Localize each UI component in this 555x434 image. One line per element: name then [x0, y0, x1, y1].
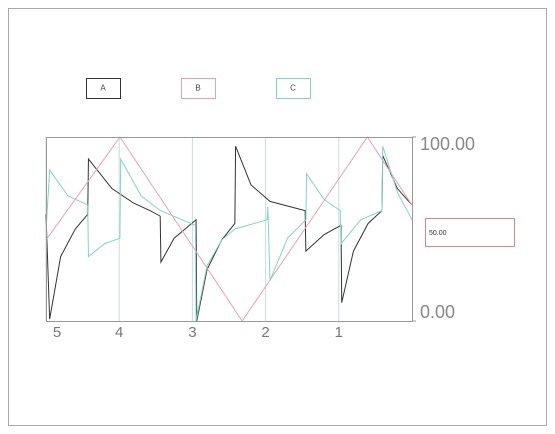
- x-tick-label: 1: [335, 324, 343, 341]
- legend-box[interactable]: [86, 78, 121, 99]
- y-tick-label: 0.00: [420, 302, 455, 322]
- panel-border: [8, 8, 547, 426]
- readout-box[interactable]: [425, 218, 515, 247]
- legend-box[interactable]: [181, 78, 216, 99]
- readout-value: 50.00: [429, 230, 447, 237]
- x-tick-label: 2: [261, 324, 269, 341]
- legend-label: A: [100, 84, 106, 93]
- x-tick-label: 5: [53, 324, 61, 341]
- legend-box[interactable]: [276, 78, 311, 99]
- legend-label: C: [290, 84, 296, 93]
- x-tick-label: 4: [115, 324, 123, 341]
- plot-frame: [46, 137, 413, 322]
- y-tick-label: 100.00: [420, 134, 475, 154]
- x-tick-label: 3: [188, 324, 196, 341]
- legend-label: B: [195, 84, 200, 93]
- series-line: [45, 146, 413, 322]
